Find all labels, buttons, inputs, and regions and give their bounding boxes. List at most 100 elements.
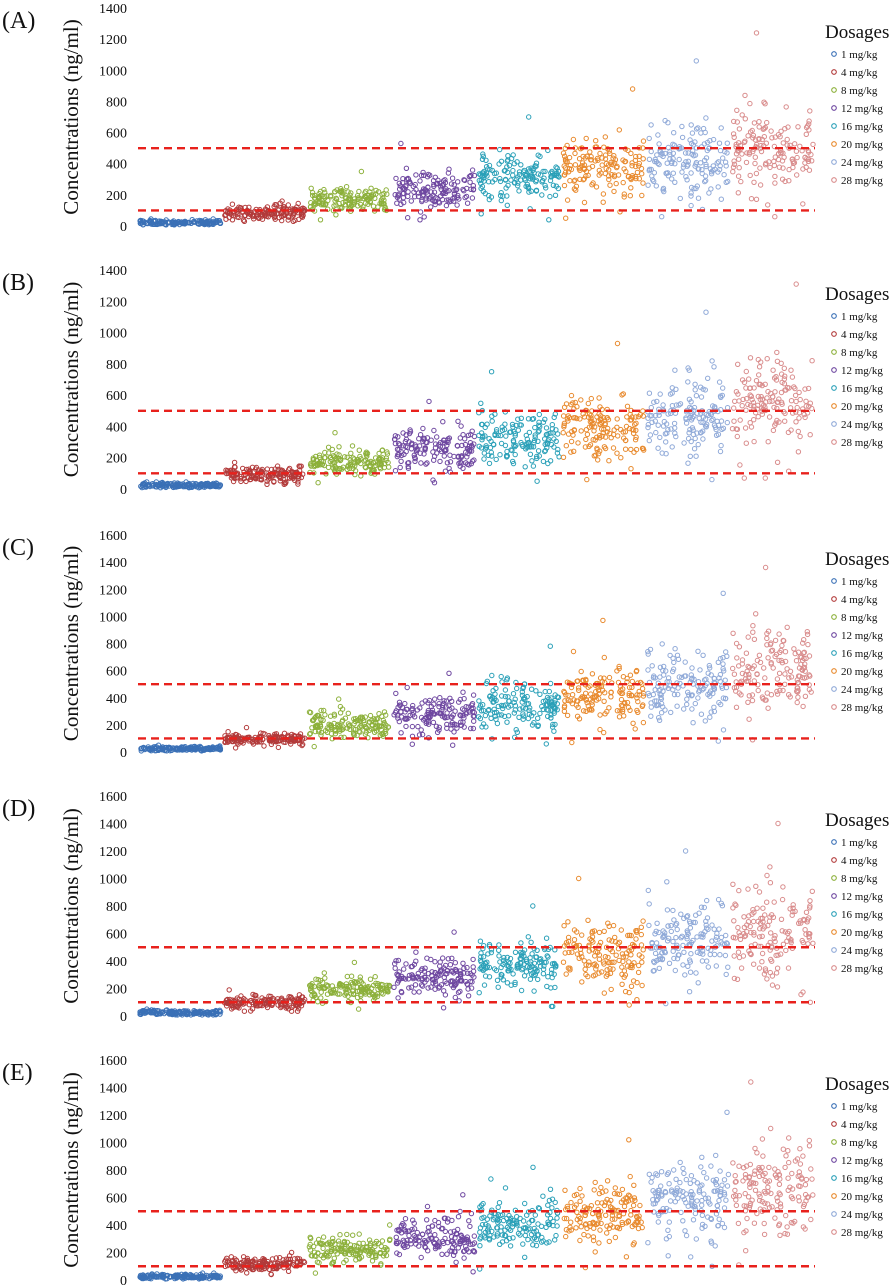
data-point [585,400,591,407]
data-point [714,160,720,166]
data-point [600,429,606,436]
data-point [289,206,296,212]
data-point [403,706,410,713]
data-point [241,218,248,225]
data-point [793,419,799,425]
series-20-mg-kg [561,617,647,746]
data-point [241,475,248,481]
data-point [656,141,662,147]
data-point [685,379,691,385]
data-point [711,704,717,710]
data-point [747,392,753,398]
data-point [540,458,547,465]
y-tick-label: 0 [120,746,127,761]
data-point [469,444,475,450]
data-point [528,686,535,692]
data-point [614,424,620,430]
data-point [410,702,416,709]
data-point [560,150,567,156]
data-point [700,652,706,658]
data-point [242,212,249,219]
data-point [569,692,576,698]
data-point [751,636,758,642]
data-point [512,443,518,450]
data-point [793,148,800,154]
data-point [704,958,710,964]
data-point [456,460,462,467]
data-point [333,196,340,202]
data-point [688,122,694,128]
data-point [711,951,718,958]
data-point [355,203,361,209]
legend-marker [831,177,837,183]
data-point [368,726,375,732]
data-point [373,187,379,194]
data-point [315,200,321,206]
panel-label: (E) [2,1060,33,1086]
data-point [747,402,754,409]
data-point [721,172,727,178]
data-point [567,178,573,184]
data-point [295,200,301,207]
data-point [764,872,770,879]
legend-label: 1 mg/kg [841,49,878,61]
data-point [502,442,509,449]
data-point [210,480,217,487]
data-point [564,712,571,719]
data-point [618,927,624,933]
data-point [148,748,154,754]
data-point [371,716,377,722]
data-point [486,460,493,467]
data-point [263,213,270,219]
data-point [563,215,569,221]
data-point [668,928,674,935]
data-point [486,196,492,203]
data-point [197,481,203,488]
data-point [357,724,363,730]
data-point [569,949,575,955]
data-point [614,450,620,456]
data-point [628,185,634,191]
data-point [645,421,651,428]
data-point [298,463,304,469]
data-point [692,387,698,393]
data-point [655,422,661,428]
data-point [478,400,484,406]
legend-label: 4 mg/kg [841,67,878,79]
data-point [476,443,482,449]
data-point [518,987,525,994]
data-point [308,460,314,467]
data-point [402,700,408,707]
data-point [542,168,548,175]
data-point [550,172,556,179]
data-point [647,432,654,438]
data-point [773,970,780,976]
data-point [232,745,239,751]
data-point [632,421,638,428]
data-point [774,965,781,971]
data-point [564,158,570,165]
data-point [620,179,626,186]
data-point [787,906,793,912]
data-point [515,183,521,189]
data-point [447,452,453,458]
data-point [370,203,377,209]
data-point [611,427,617,433]
data-point [747,172,753,179]
data-point [788,367,794,373]
data-point [321,186,327,193]
data-point [497,146,503,153]
data-point [184,745,190,752]
data-point [743,396,750,402]
data-point [681,949,687,955]
legend-label: 8 mg/kg [841,612,878,624]
data-point [307,731,313,737]
data-point [731,118,737,125]
data-point [638,165,645,172]
data-point [621,191,627,197]
y-axis-label: Concentrations (ng/ml) [59,19,83,214]
y-tick-label: 1400 [99,264,127,279]
data-point [618,455,624,461]
data-point [301,208,308,214]
